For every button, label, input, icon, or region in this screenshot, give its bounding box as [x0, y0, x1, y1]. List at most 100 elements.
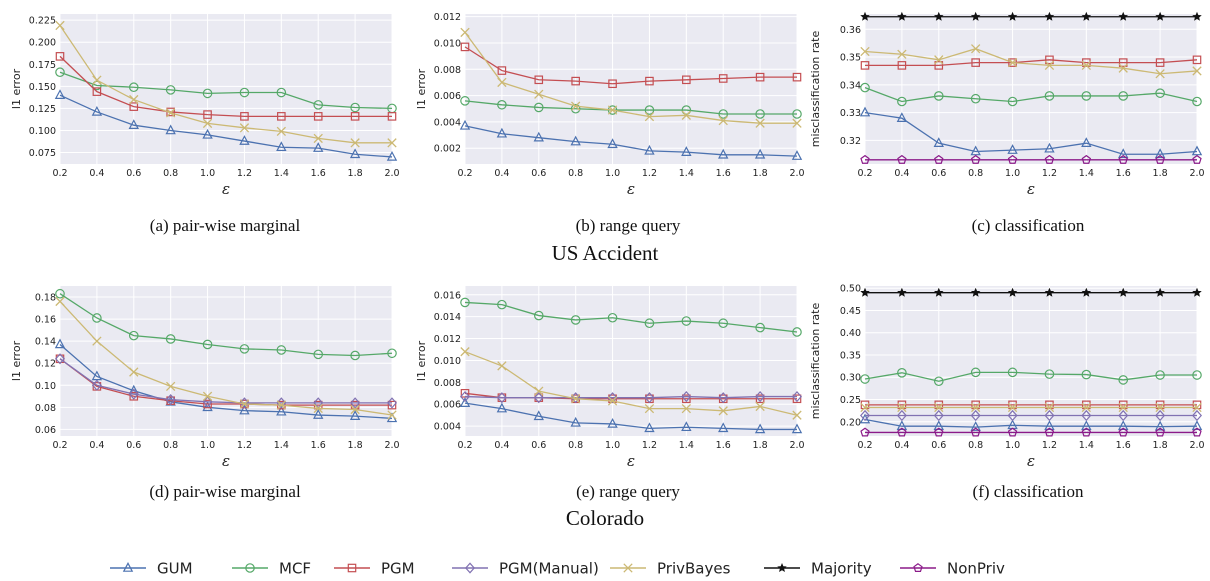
- data-point: [1155, 400, 1165, 410]
- data-point: [681, 421, 692, 432]
- data-point: [1081, 154, 1092, 164]
- data-point: [1118, 400, 1128, 410]
- series-line: [865, 59, 1198, 67]
- data-point: [1191, 420, 1203, 431]
- y-tick-label: 0.18: [35, 293, 56, 304]
- data-point: [934, 402, 944, 413]
- caption-c: (c) classification: [971, 216, 1085, 235]
- data-point: [859, 106, 871, 117]
- legend-marker: [777, 563, 787, 573]
- x-tick-label: 0.2: [457, 440, 472, 451]
- data-point: [792, 72, 802, 82]
- data-point: [91, 370, 103, 381]
- data-point: [239, 344, 250, 354]
- data-point: [897, 427, 907, 437]
- section-title-us-accident: US Accident: [551, 241, 659, 265]
- data-point: [607, 392, 618, 404]
- series-pgm-manual-: [459, 390, 803, 404]
- data-point: [1118, 63, 1128, 73]
- series-privbayes: [460, 27, 802, 128]
- data-point: [276, 400, 286, 410]
- y-tick-label: 0.30: [840, 373, 861, 384]
- data-point: [1044, 420, 1055, 431]
- data-point: [970, 11, 981, 21]
- data-point: [1155, 88, 1165, 98]
- series-line: [464, 125, 798, 157]
- data-point: [970, 287, 981, 297]
- series-line: [464, 402, 797, 431]
- x-tick-label: 0.4: [89, 440, 104, 451]
- series-line: [59, 343, 393, 419]
- y-tick-label: 0.012: [434, 334, 461, 345]
- series-line: [464, 46, 797, 85]
- data-point: [1155, 154, 1165, 164]
- x-tick-label: 2.0: [1189, 440, 1204, 451]
- data-point: [1192, 400, 1202, 410]
- data-point: [681, 146, 692, 156]
- x-tick-label: 1.6: [311, 440, 326, 451]
- data-point: [276, 126, 286, 137]
- data-point: [1118, 427, 1128, 437]
- data-point: [645, 76, 654, 86]
- data-point: [92, 313, 102, 323]
- data-point: [1191, 145, 1203, 156]
- chart-c: 0.2 0.4 0.6 0.8 1.0 1.2 1.4 1.6 1.8 2.0 0.32 0.33 0.…: [809, 11, 1205, 198]
- series-line: [464, 100, 797, 115]
- series-privbayes: [55, 20, 397, 148]
- data-point: [1081, 11, 1092, 21]
- y-tick-label: 0.10: [35, 381, 56, 392]
- data-point: [165, 394, 176, 406]
- data-point: [1155, 11, 1165, 21]
- data-point: [239, 404, 250, 415]
- data-point: [1081, 91, 1092, 101]
- series-pgm: [460, 42, 802, 89]
- data-point: [387, 138, 397, 148]
- y-tick-label: 0.004: [434, 422, 461, 433]
- data-point: [718, 318, 729, 329]
- data-point: [755, 322, 765, 333]
- y-tick-label: 0.175: [29, 60, 56, 71]
- data-point: [129, 94, 139, 105]
- data-point: [350, 112, 360, 121]
- plot-background: [465, 14, 797, 164]
- x-tick-label: 1.2: [1042, 440, 1057, 451]
- data-point: [165, 334, 176, 344]
- x-tick-label: 1.0: [605, 168, 620, 179]
- x-tick-label: 1.8: [753, 440, 768, 451]
- data-point: [1007, 402, 1018, 413]
- data-point: [1192, 427, 1202, 437]
- y-axis-label: l1 error: [10, 340, 23, 381]
- series-gum: [54, 338, 398, 423]
- data-point: [860, 402, 870, 413]
- legend-label: PrivBayes: [657, 560, 731, 578]
- data-point: [202, 88, 213, 99]
- y-tick-label: 0.20: [840, 417, 861, 428]
- series-pgm: [860, 400, 1202, 410]
- data-point: [203, 399, 212, 409]
- y-tick-label: 0.36: [840, 25, 861, 36]
- data-point: [970, 367, 981, 378]
- data-point: [1192, 402, 1202, 413]
- data-point: [644, 422, 655, 433]
- data-point: [860, 287, 870, 297]
- series-line: [59, 94, 393, 158]
- x-tick-label: 2.0: [384, 440, 399, 451]
- y-tick-label: 0.50: [840, 284, 861, 295]
- legend-item-gum: GUM: [110, 560, 193, 578]
- chart-e: 0.2 0.4 0.6 0.8 1.0 1.2 1.4 1.6 1.8 2.0 0.004 0.006…: [415, 286, 805, 470]
- series-mcf: [55, 67, 397, 114]
- data-point: [1044, 142, 1055, 153]
- series-line: [464, 351, 798, 416]
- series-line: [864, 418, 1198, 428]
- legend-label: Majority: [811, 560, 872, 578]
- data-point: [681, 316, 692, 326]
- data-point: [92, 87, 102, 96]
- y-tick-label: 0.40: [840, 328, 861, 339]
- data-point: [459, 397, 471, 407]
- y-tick-label: 0.016: [434, 290, 461, 301]
- y-tick-label: 0.200: [29, 38, 56, 49]
- data-point: [1155, 287, 1165, 297]
- y-tick-label: 0.006: [434, 91, 461, 102]
- data-point: [386, 150, 398, 161]
- data-point: [1082, 58, 1091, 67]
